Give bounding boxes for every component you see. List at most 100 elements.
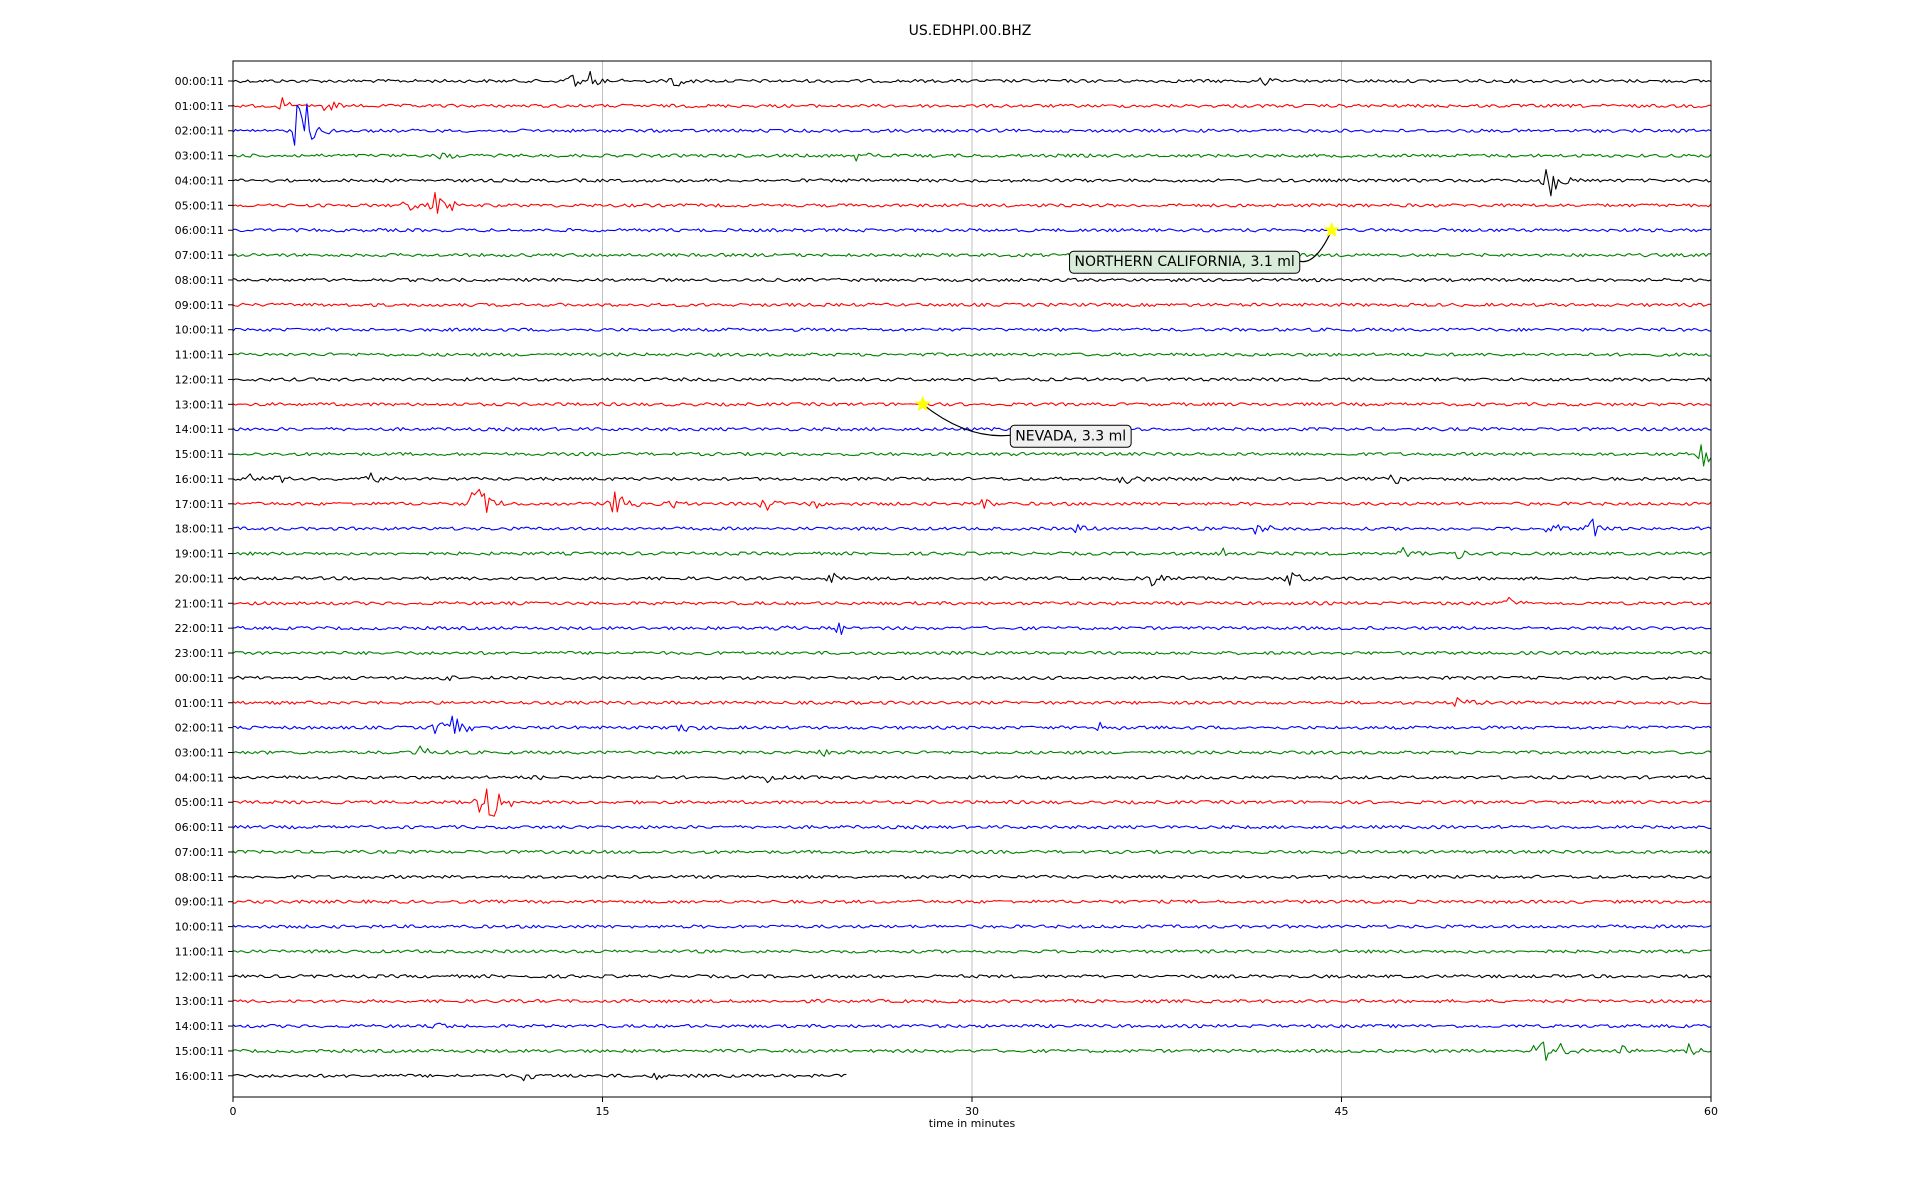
trace-row [232, 377, 1712, 382]
x-tick-label: 15 [596, 1105, 610, 1118]
row-time-label: 03:00:11 [175, 150, 224, 163]
x-tick-label: 45 [1335, 1105, 1349, 1118]
trace-row [232, 949, 1712, 954]
trace-row [232, 824, 1712, 830]
row-time-label: 10:00:11 [175, 324, 224, 337]
trace-row [232, 775, 1712, 784]
trace-row [232, 650, 1712, 656]
trace-row [232, 745, 1712, 757]
trace-row [232, 1022, 1712, 1029]
event-annotations: NORTHERN CALIFORNIA, 3.1 ml NEVADA, 3.3 m… [914, 221, 1341, 448]
x-tick-label: 60 [1704, 1105, 1718, 1118]
row-time-label: 14:00:11 [175, 1020, 224, 1033]
grid-lines [602, 61, 1342, 1097]
trace-row [232, 302, 1712, 307]
row-time-label: 01:00:11 [175, 100, 224, 113]
row-time-label: 11:00:11 [175, 945, 224, 958]
row-time-label: 00:00:11 [175, 75, 224, 88]
row-time-label: 00:00:11 [175, 672, 224, 685]
row-time-label: 15:00:11 [175, 1045, 224, 1058]
row-time-label: 13:00:11 [175, 995, 224, 1008]
trace-row [232, 899, 1712, 904]
trace-row [232, 327, 1712, 332]
x-axis-label: time in minutes [929, 1117, 1016, 1130]
trace-row [232, 252, 1712, 258]
row-time-label: 08:00:11 [175, 274, 224, 287]
trace-row [232, 622, 1712, 636]
trace-row [232, 715, 1712, 735]
trace-row [232, 675, 1712, 682]
row-time-label: 12:00:11 [175, 970, 224, 983]
event-star-icon [914, 395, 931, 412]
row-time-label: 18:00:11 [175, 523, 224, 536]
trace-row [232, 427, 1712, 432]
chart-title: US.EDHPI.00.BHZ [909, 23, 1032, 39]
trace-row [232, 488, 1712, 513]
trace-row [232, 352, 1711, 357]
row-time-label: 06:00:11 [175, 224, 224, 237]
trace-row [232, 402, 1712, 407]
x-axis-ticks: 0 15 30 45 60 [230, 1097, 1718, 1118]
annotation-label: NEVADA, 3.3 ml [1015, 428, 1126, 444]
annotation-box [1009, 424, 1132, 448]
row-time-label: 16:00:11 [175, 473, 224, 486]
trace-row [232, 103, 1712, 146]
trace-row [232, 849, 1712, 855]
trace-row [232, 277, 1712, 283]
annotation-connector [1299, 229, 1333, 263]
row-time-label: 22:00:11 [175, 622, 224, 635]
row-time-label: 04:00:11 [175, 174, 224, 187]
trace-row [232, 974, 1712, 979]
x-tick-label: 30 [965, 1105, 979, 1118]
trace-row [233, 228, 1712, 233]
annotation-label: NORTHERN CALIFORNIA, 3.1 ml [1075, 254, 1295, 270]
row-time-label: 06:00:11 [175, 821, 224, 834]
row-time-label: 14:00:11 [175, 423, 224, 436]
row-time-label: 13:00:11 [175, 398, 224, 411]
annotation-connector [922, 403, 1011, 437]
row-time-label: 17:00:11 [175, 498, 224, 511]
plot-frame [232, 60, 1712, 1098]
row-time-label: 08:00:11 [175, 871, 224, 884]
annotation-box [1069, 250, 1301, 274]
trace-row [232, 924, 1712, 929]
trace-row [232, 70, 1712, 87]
trace-row [232, 518, 1712, 537]
row-time-labels: 00:00:11 01:00:11 02:00:11 03:00:11 04:00:11… [175, 75, 233, 1083]
row-time-label: 05:00:11 [175, 796, 224, 809]
row-time-label: 09:00:11 [175, 896, 224, 909]
row-time-label: 11:00:11 [175, 349, 224, 362]
event-star-icon [1323, 221, 1341, 238]
row-time-label: 21:00:11 [175, 597, 224, 610]
trace-row [232, 596, 1712, 606]
row-time-label: 09:00:11 [175, 299, 224, 312]
seismic-traces [232, 70, 1712, 1082]
trace-row [232, 999, 1712, 1004]
row-time-label: 19:00:11 [175, 548, 224, 561]
row-time-label: 20:00:11 [175, 572, 224, 585]
row-time-label: 01:00:11 [175, 697, 224, 710]
trace-row [232, 697, 1712, 707]
row-time-label: 16:00:11 [175, 1070, 224, 1083]
row-time-label: 10:00:11 [175, 921, 224, 934]
row-time-label: 23:00:11 [175, 647, 224, 660]
trace-row [232, 788, 1712, 817]
trace-row [232, 874, 1712, 879]
row-time-label: 12:00:11 [175, 373, 224, 386]
trace-row [232, 1072, 847, 1082]
row-time-label: 05:00:11 [175, 199, 224, 212]
trace-row [232, 546, 1711, 560]
trace-row [232, 191, 1712, 214]
trace-row [232, 152, 1712, 162]
x-tick-label: 0 [230, 1105, 237, 1118]
trace-row [233, 444, 1712, 467]
row-time-label: 15:00:11 [175, 448, 224, 461]
trace-row [232, 1041, 1712, 1061]
trace-row [232, 472, 1712, 485]
row-time-label: 02:00:11 [175, 125, 224, 138]
trace-row [232, 169, 1712, 197]
trace-row [232, 97, 1711, 112]
row-time-label: 03:00:11 [175, 746, 224, 759]
row-time-label: 07:00:11 [175, 846, 224, 859]
